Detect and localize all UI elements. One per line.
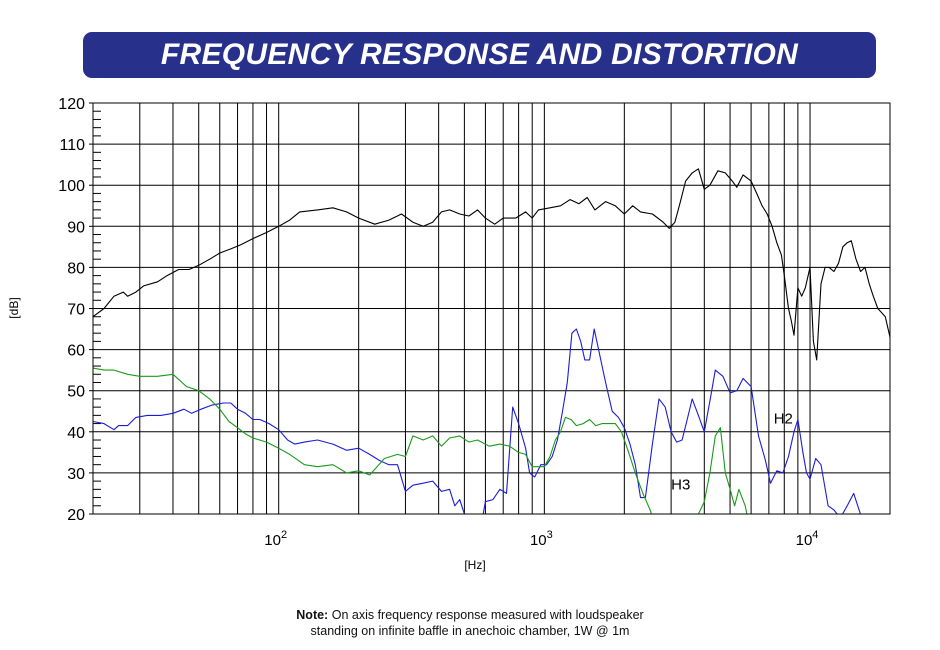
annotation-h2: H2: [774, 411, 793, 428]
plot-frame: [92, 102, 891, 515]
x-tick-label: 104: [796, 529, 819, 549]
x-tick-label: 103: [530, 529, 553, 549]
y-minor-ticks: [89, 102, 101, 515]
x-tick-base: 10: [796, 532, 813, 549]
annotations: H2 H3: [671, 411, 793, 494]
y-tick-label: 110: [59, 137, 85, 154]
x-tick-label: 102: [264, 529, 287, 549]
x-tick-labels: 102 103 104: [264, 529, 818, 549]
y-tick-label: 30: [67, 466, 85, 483]
y-tick-label: 90: [67, 219, 85, 236]
y-tick-label: 40: [67, 425, 85, 442]
y-tick-labels: 20 30 40 50 60 70 80 90 100 110 120: [58, 96, 85, 524]
y-tick-label: 50: [67, 384, 85, 401]
y-tick-label: 100: [58, 178, 85, 195]
y-tick-label: 70: [67, 302, 85, 319]
series-line-H3: [93, 367, 748, 514]
chart-title: FREQUENCY RESPONSE AND DISTORTION: [160, 38, 799, 71]
y-tick-label: 80: [67, 260, 85, 277]
y-tick-label: 120: [58, 96, 85, 113]
series-line-H2: [93, 328, 861, 514]
grid: [93, 103, 890, 514]
x-tick-exponent: 2: [281, 529, 287, 541]
footnote: Note: On axis frequency response measure…: [0, 607, 940, 639]
chart-title-banner: FREQUENCY RESPONSE AND DISTORTION: [83, 32, 876, 78]
y-tick-label: 20: [67, 507, 85, 524]
y-tick-label: 60: [67, 343, 85, 360]
series-line-response: [93, 168, 890, 361]
note-line-2: standing on infinite baffle in anechoic …: [310, 624, 630, 638]
x-tick-exponent: 3: [547, 529, 553, 541]
x-tick-base: 10: [264, 532, 281, 549]
series-group: [93, 168, 890, 514]
note-line-1: On axis frequency response measured with…: [331, 608, 644, 622]
annotation-h3: H3: [671, 476, 690, 493]
x-tick-base: 10: [530, 532, 547, 549]
note-label: Note:: [296, 608, 329, 622]
y-axis-label: [dB]: [7, 297, 21, 318]
x-tick-exponent: 4: [812, 529, 818, 541]
x-axis-label: [Hz]: [464, 558, 485, 572]
